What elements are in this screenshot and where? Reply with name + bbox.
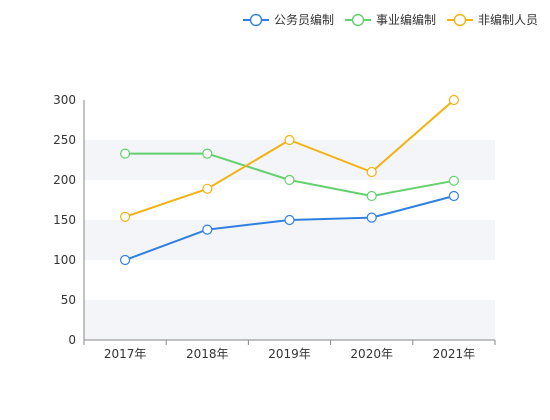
legend-marker — [453, 13, 467, 27]
legend-item-2: 事业编编制 — [345, 12, 436, 27]
x-axis-ticks: 2017年 2018年 2019年 2020年 2021年 — [83, 340, 496, 361]
data-point — [202, 224, 213, 235]
x-tick-label: 2018年 — [186, 347, 229, 361]
y-axis-ticks: 0 50 100 150 200 250 300 — [53, 93, 76, 347]
x-tick-label: 2017年 — [104, 347, 147, 361]
axes — [83, 100, 495, 341]
legend: 公务员编制 事业编编制 非编制人员 — [243, 12, 538, 27]
x-tick-label: 2019年 — [268, 347, 311, 361]
series-points — [119, 94, 459, 266]
data-point — [119, 148, 131, 159]
legend-marker — [249, 13, 263, 27]
x-tick-label: 2020年 — [350, 347, 393, 361]
data-point — [448, 190, 459, 202]
grid-band — [84, 140, 495, 180]
data-point — [202, 148, 213, 159]
data-point — [366, 190, 377, 202]
y-tick-label: 0 — [68, 333, 76, 347]
y-tick-label: 200 — [53, 173, 76, 187]
data-point — [284, 174, 295, 186]
legend-item-3: 非编制人员 — [447, 12, 538, 27]
data-point — [448, 94, 459, 106]
legend-label: 非编制人员 — [478, 12, 538, 27]
y-tick-label: 50 — [61, 293, 76, 307]
data-point — [119, 211, 131, 222]
legend-item-1: 公务员编制 — [243, 12, 334, 27]
data-point — [284, 214, 295, 226]
y-tick-label: 250 — [53, 133, 76, 147]
y-tick-label: 100 — [53, 253, 76, 267]
legend-marker — [351, 13, 365, 27]
data-point — [366, 166, 377, 178]
y-tick-label: 300 — [53, 93, 76, 107]
data-point — [284, 134, 295, 146]
grid-bands — [84, 140, 495, 340]
data-point — [448, 175, 459, 186]
data-point — [202, 183, 213, 194]
y-tick-label: 150 — [53, 213, 76, 227]
legend-label: 事业编编制 — [376, 12, 436, 27]
data-point — [119, 254, 131, 266]
x-tick-label: 2021年 — [433, 347, 476, 361]
grid-band — [84, 300, 495, 340]
legend-label: 公务员编制 — [274, 12, 334, 27]
data-point — [366, 212, 377, 223]
grid-band — [84, 220, 495, 260]
